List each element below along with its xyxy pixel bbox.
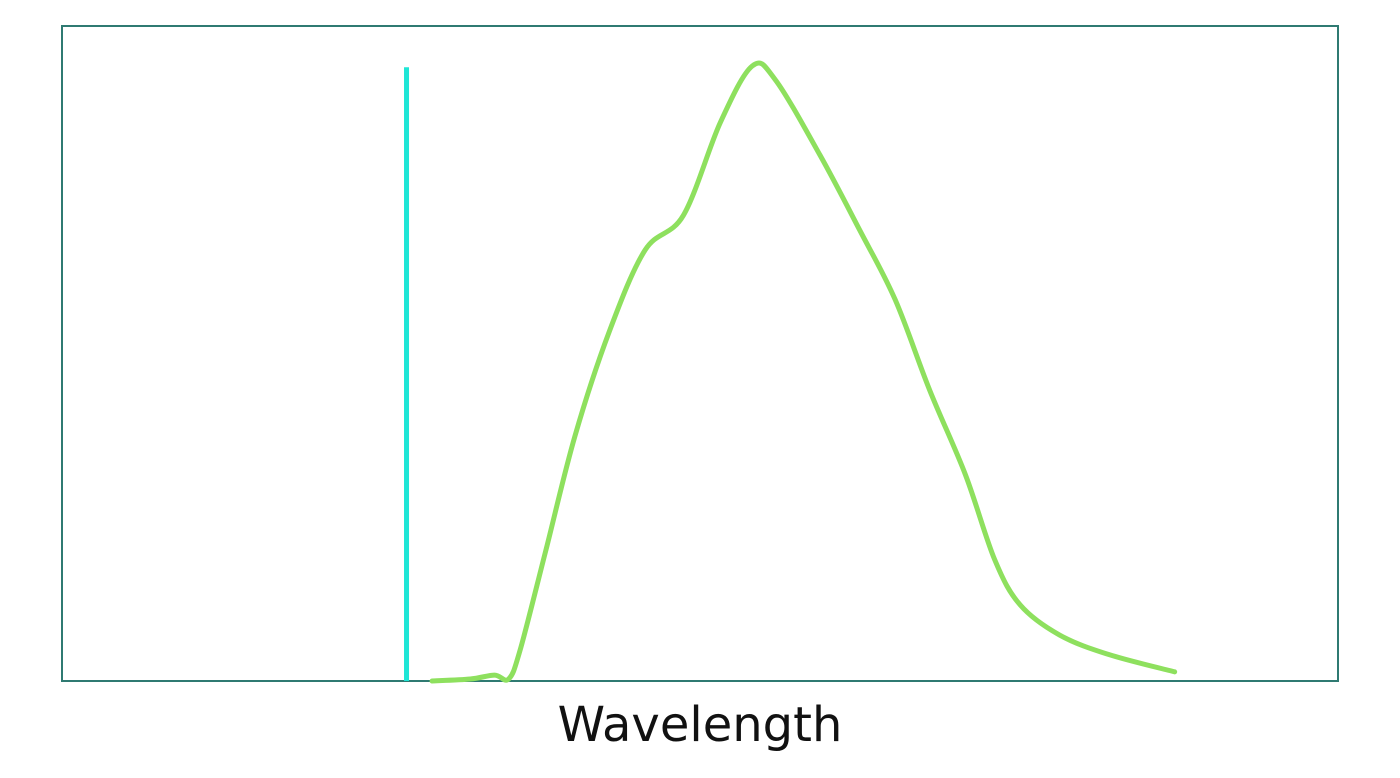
plot-frame	[61, 25, 1339, 682]
spectrum-line	[429, 60, 1178, 684]
x-axis-label: Wavelength	[558, 697, 843, 753]
